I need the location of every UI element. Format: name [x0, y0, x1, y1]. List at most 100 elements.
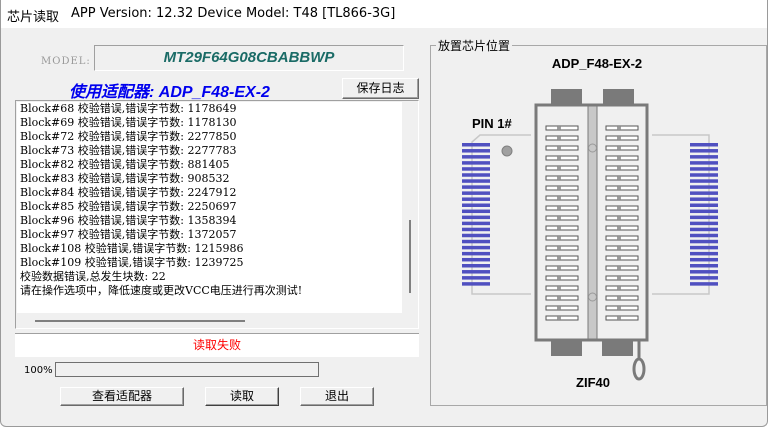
socket-contact-dot: [617, 266, 621, 270]
socket-contact-dot: [557, 166, 561, 170]
chip-pin-right: [690, 270, 718, 274]
chip-pin-left: [462, 179, 490, 183]
vertical-scrollbar[interactable]: [409, 220, 411, 293]
socket-contact: [545, 265, 579, 271]
model-value: MT29F64G08CBABBWP: [94, 45, 404, 71]
chip-pin-right: [690, 245, 718, 250]
view-adapter-button[interactable]: 查看适配器: [60, 387, 184, 406]
log-line: 校验数据错误,总发生块数: 22: [20, 270, 166, 283]
chip-pin-right: [690, 227, 718, 232]
socket-contact-dot: [557, 316, 561, 320]
chip-pin-right: [690, 239, 718, 244]
chip-pin-right: [690, 185, 718, 189]
socket-contact-dot: [617, 236, 621, 240]
socket-contact: [545, 165, 579, 171]
window-title: 芯片读取: [7, 10, 60, 25]
chip-pin-right: [690, 167, 718, 171]
socket-contact-dot: [557, 256, 561, 260]
chip-pin-right: [690, 221, 718, 226]
socket-contact: [605, 245, 639, 251]
socket-contact: [605, 175, 639, 181]
exit-button[interactable]: 退出: [300, 387, 374, 406]
chip-pin-left: [462, 239, 490, 244]
socket-contact-dot: [557, 146, 561, 150]
socket-contact-dot: [557, 216, 561, 220]
socket-contact: [545, 125, 579, 131]
socket-contact-dot: [617, 316, 621, 320]
socket-contact-dot: [557, 226, 561, 230]
socket-contact-dot: [617, 226, 621, 230]
socket-contact-dot: [557, 306, 561, 310]
chip-pin-left: [462, 161, 490, 165]
socket-contact-dot: [617, 206, 621, 210]
socket-contact: [605, 185, 639, 191]
horizontal-scrollbar[interactable]: [35, 320, 245, 322]
socket-contact-dot: [557, 186, 561, 190]
socket-contact: [545, 175, 579, 181]
socket-contact: [605, 295, 639, 301]
socket-tab: [602, 341, 633, 356]
chip-placement-diagram: ADP_F48-EX-2 PIN 1# ZIF40: [462, 56, 718, 390]
socket-contact: [605, 215, 639, 221]
log-line: Block#83 校验错误,错误字节数: 908532: [20, 172, 230, 185]
socket-contact-dot: [557, 126, 561, 130]
log-text-area[interactable]: Block#68 校验错误,错误字节数: 1178649 Block#69 校验错…: [17, 102, 402, 313]
chip-pin-left: [462, 173, 490, 177]
log-line: 请在操作选项中，降低速度或更改VCC电压进行再次测试!: [20, 284, 303, 297]
socket-contact-dot: [617, 166, 621, 170]
chip-pin-right: [690, 233, 718, 238]
chip-outline-left: [471, 134, 531, 295]
socket-contact: [605, 235, 639, 241]
socket-contact: [605, 315, 639, 321]
chip-outline-right: [652, 134, 710, 295]
socket-contact-dot: [617, 146, 621, 150]
chip-pin-left: [462, 282, 490, 286]
socket-label: ZIF40: [576, 375, 610, 390]
chip-pin-left: [462, 270, 490, 274]
save-log-button[interactable]: 保存日志: [342, 78, 419, 99]
chip-pin-right: [690, 143, 718, 147]
chip-pin-right: [690, 203, 718, 207]
log-line: Block#69 校验错误,错误字节数: 1178130: [20, 116, 237, 129]
socket-contact: [545, 145, 579, 151]
socket-tab: [551, 89, 582, 104]
chip-pin-left: [462, 185, 490, 189]
status-message: 读取失败: [15, 333, 419, 357]
socket-contact-dot: [617, 126, 621, 130]
socket-contact: [545, 315, 579, 321]
chip-placement-group: [430, 45, 767, 406]
socket-contact-dot: [617, 156, 621, 160]
read-button[interactable]: 读取: [205, 387, 279, 406]
chip-pin-left: [462, 167, 490, 171]
socket-tab: [603, 89, 634, 104]
socket-contact-dot: [617, 176, 621, 180]
chip-pin-right: [690, 155, 718, 159]
socket-contact-dot: [557, 136, 561, 140]
chip-pin-right: [690, 251, 718, 256]
socket-contact: [545, 275, 579, 281]
socket-contact-dot: [557, 266, 561, 270]
socket-contact-dot: [617, 186, 621, 190]
chip-pin-right: [690, 149, 718, 153]
socket-contact: [605, 265, 639, 271]
log-line: Block#97 校验错误,错误字节数: 1372057: [20, 228, 237, 241]
socket-contact-dot: [557, 286, 561, 290]
socket-contact: [605, 205, 639, 211]
chip-pin-left: [462, 203, 490, 207]
chip-pin-left: [462, 191, 490, 195]
socket-contact: [545, 205, 579, 211]
socket-contact-dot: [617, 246, 621, 250]
chip-pin-left: [462, 143, 490, 147]
socket-contact-dot: [617, 256, 621, 260]
socket-contact-dot: [617, 136, 621, 140]
log-line: Block#85 校验错误,错误字节数: 2250697: [20, 200, 237, 213]
socket-contact-dot: [617, 296, 621, 300]
pin1-dot-icon: [501, 145, 513, 157]
socket-contact: [545, 225, 579, 231]
log-line: Block#68 校验错误,错误字节数: 1178649: [20, 102, 237, 115]
socket-contact: [545, 305, 579, 311]
chip-pin-left: [462, 155, 490, 159]
socket-contact: [605, 165, 639, 171]
log-line: Block#84 校验错误,错误字节数: 2247912: [20, 186, 237, 199]
socket-contact-dot: [617, 276, 621, 280]
